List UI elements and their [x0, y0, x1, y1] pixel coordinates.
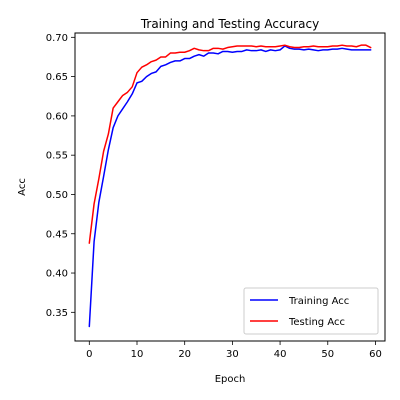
x-tick-label: 60 — [369, 349, 382, 360]
legend: Training Acc Testing Acc — [243, 287, 379, 335]
legend-label: Testing Acc — [288, 317, 345, 328]
x-axis-label: Epoch — [215, 374, 246, 385]
y-tick-label: 0.70 — [46, 33, 68, 44]
y-tick-label: 0.45 — [46, 229, 68, 240]
y-tick-label: 0.55 — [46, 151, 68, 162]
y-tick-label: 0.40 — [46, 269, 68, 280]
y-tick-label: 0.60 — [46, 111, 68, 122]
x-tick-label: 50 — [321, 349, 334, 360]
series-line-training — [88, 45, 372, 328]
series-line-testing — [88, 44, 372, 244]
x-tick-label: 10 — [131, 349, 144, 360]
legend-label: Training Acc — [288, 296, 349, 307]
y-tick-label: 0.65 — [46, 72, 68, 83]
x-tick-label: 0 — [86, 349, 92, 360]
x-tick-label: 40 — [274, 349, 287, 360]
y-tick-label: 0.50 — [46, 190, 68, 201]
x-tick-label: 30 — [226, 349, 239, 360]
plot-frame — [74, 32, 386, 342]
chart-title: Training and Testing Accuracy — [140, 17, 319, 31]
y-tick-label: 0.35 — [46, 308, 68, 319]
x-tick-label: 20 — [178, 349, 191, 360]
y-axis-label: Acc — [17, 178, 28, 196]
